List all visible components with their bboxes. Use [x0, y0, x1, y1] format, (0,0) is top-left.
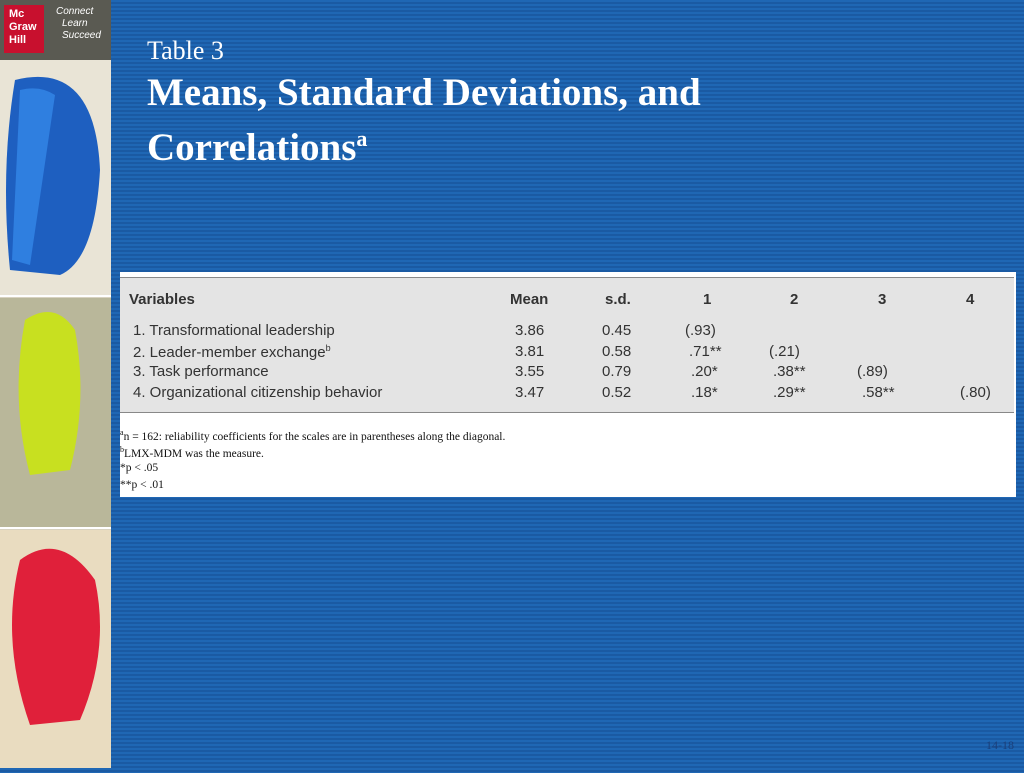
sd-cell: 0.52 — [602, 384, 632, 401]
logo-tagline: Connect Learn Succeed — [56, 6, 101, 42]
table: Variables Mean s.d. 1 2 3 4 1. Transformational… — [120, 272, 1016, 497]
mean-cell: 3.86 — [515, 322, 545, 339]
column-header: 3 — [878, 291, 887, 308]
footnote-text: LMX-MDM was the measure. — [124, 447, 264, 460]
correlation-cell: .29** — [773, 384, 806, 401]
correlation-cell: .18* — [691, 384, 718, 401]
variable-name: 3. Task performance — [133, 363, 269, 380]
variable-name: 4. Organizational citizenship behavior — [133, 384, 383, 401]
mean-cell: 3.81 — [515, 343, 545, 360]
sd-cell: 0.45 — [602, 322, 632, 339]
footnote: **p < .01 — [120, 479, 164, 491]
correlation-cell: (.21) — [769, 343, 800, 360]
table-title: Means, Standard Deviations, and Correlat… — [147, 70, 867, 171]
sd-cell: 0.58 — [602, 343, 632, 360]
sd-cell: 0.79 — [602, 363, 632, 380]
column-header: 1 — [703, 291, 712, 308]
logo: Mc Graw Hill Connect Learn Succeed — [0, 0, 111, 60]
variable-cell: 2. Leader-member exchangeb — [133, 343, 331, 361]
footnote: *p < .05 — [120, 462, 158, 474]
page-number: 14-18 — [986, 738, 1014, 752]
correlation-cell: (.89) — [857, 363, 888, 380]
column-header: Variables — [129, 291, 195, 308]
footnote-mark: b — [120, 445, 124, 454]
photo-strip — [0, 0, 111, 768]
footnote-text: n = 162: reliability coefficients for th… — [123, 430, 506, 443]
tagline-line: Succeed — [62, 30, 101, 41]
correlation-cell: (.93) — [685, 322, 716, 339]
title-note: a — [356, 126, 368, 151]
footnote-mark: ** — [120, 479, 132, 491]
title-text: Means, Standard Deviations, and Correlat… — [147, 71, 701, 169]
footnote: an = 162: reliability coefficients for t… — [120, 428, 505, 443]
correlation-cell: .58** — [862, 384, 895, 401]
correlation-cell: .38** — [773, 363, 806, 380]
correlation-cell: .20* — [691, 363, 718, 380]
correlation-cell: (.80) — [960, 384, 991, 401]
column-header: 4 — [966, 291, 975, 308]
brand-line: Mc — [9, 8, 25, 20]
variable-note: b — [325, 343, 331, 353]
column-header: s.d. — [605, 291, 631, 308]
footnote-mark: a — [120, 428, 124, 437]
table-label: Table 3 — [147, 36, 224, 65]
variable-cell: 4. Organizational citizenship behavior — [133, 384, 382, 401]
tagline-line: Learn — [62, 18, 88, 29]
brand-line: Graw — [9, 21, 37, 33]
footnote: bLMX-MDM was the measure. — [120, 445, 264, 460]
column-header: 2 — [790, 291, 799, 308]
variable-cell: 1. Transformational leadership — [133, 322, 335, 339]
tagline-line: Connect — [56, 6, 94, 17]
column-header: Mean — [510, 291, 549, 308]
correlation-cell: .71** — [689, 343, 722, 360]
variable-cell: 3. Task performance — [133, 363, 269, 380]
variable-name: 1. Transformational leadership — [133, 322, 335, 339]
footnote-text: p < .05 — [125, 462, 159, 474]
table-body — [120, 277, 1014, 413]
logo-brand: Mc Graw Hill — [4, 5, 44, 53]
variable-name: 2. Leader-member exchange — [133, 344, 326, 361]
brand-line: Hill — [9, 34, 27, 46]
mean-cell: 3.47 — [515, 384, 545, 401]
footnote-mark: * — [120, 462, 126, 474]
footnote-text: p < .01 — [131, 479, 164, 491]
sailboat-images — [0, 60, 111, 768]
mean-cell: 3.55 — [515, 363, 545, 380]
